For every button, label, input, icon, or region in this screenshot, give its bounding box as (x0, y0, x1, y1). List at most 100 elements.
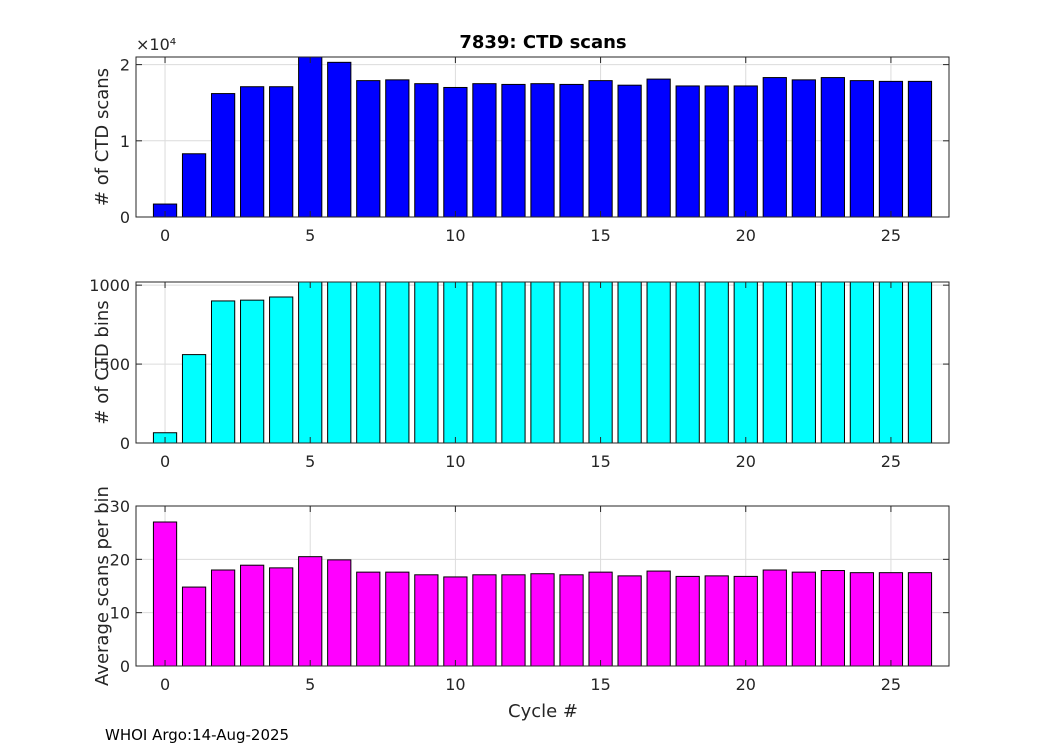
bar-scans-12 (501, 83, 526, 218)
bar-scans-24 (849, 80, 875, 218)
axes-frame (135, 281, 950, 444)
y-tick-label: 500 (99, 355, 130, 374)
bar-scans-19 (704, 85, 729, 218)
x-axis-label: Cycle # (508, 701, 578, 722)
bar-bins-17 (646, 281, 671, 444)
bar-scans-4 (269, 86, 294, 218)
bar-avg-17 (646, 570, 671, 667)
x-tick-label: 15 (590, 452, 610, 471)
bar-bins-26 (907, 281, 933, 444)
bar-scans-13 (530, 83, 555, 218)
x-tick-label: 10 (445, 226, 465, 245)
bar-avg-3 (240, 564, 265, 667)
bar-scans-7 (356, 80, 381, 218)
y-axis-label: # of CTD scans (92, 68, 113, 206)
bar-scans-9 (414, 83, 439, 218)
bar-avg-6 (327, 559, 352, 667)
bar-avg-18 (675, 575, 700, 667)
bar-bins-25 (878, 281, 904, 444)
bar-bins-21 (762, 281, 787, 444)
x-tick-label: 20 (736, 226, 756, 245)
bar-avg-24 (849, 572, 875, 667)
x-tick-label: 10 (445, 452, 465, 471)
bar-scans-2 (210, 93, 236, 218)
y-tick-label: 20 (110, 550, 130, 569)
y-axis-label: # of CTD bins (92, 300, 113, 424)
bar-bins-7 (356, 281, 381, 444)
axes-frame (135, 56, 950, 218)
y-tick-label: 30 (110, 497, 130, 516)
bar-avg-21 (762, 569, 787, 667)
x-tick-label: 25 (881, 226, 901, 245)
panel-scans: 0 5 10 15 20 25 0 1 2 # of CTD scans ×10⁴ (92, 35, 950, 245)
bar-avg-23 (820, 570, 845, 667)
y-tick-label: 2 (120, 56, 130, 75)
bar-avg-8 (385, 571, 410, 667)
y-exponent-label: ×10⁴ (136, 35, 176, 54)
bar-scans-26 (907, 80, 933, 218)
y-tick-label: 0 (120, 208, 130, 227)
x-tick-label: 0 (160, 226, 170, 245)
y-tick-label: 1 (120, 132, 130, 151)
bar-avg-11 (472, 574, 497, 667)
bar-avg-10 (443, 576, 468, 667)
chart-title: 7839: CTD scans (459, 32, 626, 53)
bar-scans-11 (472, 83, 497, 218)
bar-avg-13 (530, 573, 555, 667)
bar-scans-17 (646, 78, 671, 218)
bar-avg-1 (181, 586, 207, 667)
bar-avg-15 (588, 571, 613, 667)
bar-avg-25 (878, 572, 904, 667)
bar-scans-16 (617, 84, 642, 218)
bar-avg-12 (501, 574, 526, 667)
bar-bins-5 (298, 281, 323, 444)
bar-scans-20 (733, 85, 758, 218)
bar-avg-2 (210, 569, 236, 667)
x-tick-label: 10 (445, 675, 465, 694)
bar-avg-20 (733, 575, 758, 667)
bar-bins-19 (704, 281, 729, 444)
x-tick-label: 20 (736, 452, 756, 471)
bar-bins-1 (181, 354, 207, 444)
bar-bins-18 (675, 281, 700, 444)
bar-avg-22 (791, 571, 816, 667)
panel-bins: 0 5 10 15 20 25 0 500 1000 # of CTD bins (89, 276, 950, 471)
bar-avg-0 (152, 521, 178, 667)
bar-bins-13 (530, 281, 555, 444)
bar-bins-9 (414, 281, 439, 444)
bar-bins-8 (385, 281, 410, 444)
bar-bins-24 (849, 281, 875, 444)
bar-bins-4 (269, 296, 294, 444)
bar-avg-19 (704, 575, 729, 667)
bar-bins-22 (791, 281, 816, 444)
x-tick-label: 15 (590, 226, 610, 245)
bar-scans-23 (820, 77, 845, 218)
x-tick-label: 5 (305, 452, 315, 471)
bar-bins-11 (472, 281, 497, 444)
x-tick-label: 0 (160, 675, 170, 694)
bar-bins-23 (820, 281, 845, 444)
bar-scans-22 (791, 79, 816, 218)
footer-stamp: WHOI Argo:14-Aug-2025 (105, 726, 289, 744)
bar-bins-20 (733, 281, 758, 444)
bar-scans-18 (675, 85, 700, 218)
x-tick-label: 25 (881, 452, 901, 471)
bar-scans-21 (762, 77, 787, 218)
y-tick-label: 10 (110, 604, 130, 623)
bar-bins-3 (240, 299, 265, 444)
bar-scans-6 (327, 61, 352, 218)
bar-bins-6 (327, 281, 352, 444)
bar-bins-10 (443, 281, 468, 444)
x-tick-label: 0 (160, 452, 170, 471)
y-tick-label: 0 (120, 657, 130, 676)
bar-scans-10 (443, 86, 468, 218)
bar-avg-4 (269, 567, 294, 667)
bar-scans-1 (181, 153, 207, 218)
bar-bins-14 (559, 281, 584, 444)
bar-scans-5 (298, 56, 323, 218)
bar-bins-2 (210, 300, 236, 444)
bar-bins-15 (588, 281, 613, 444)
bar-bins-12 (501, 281, 526, 444)
